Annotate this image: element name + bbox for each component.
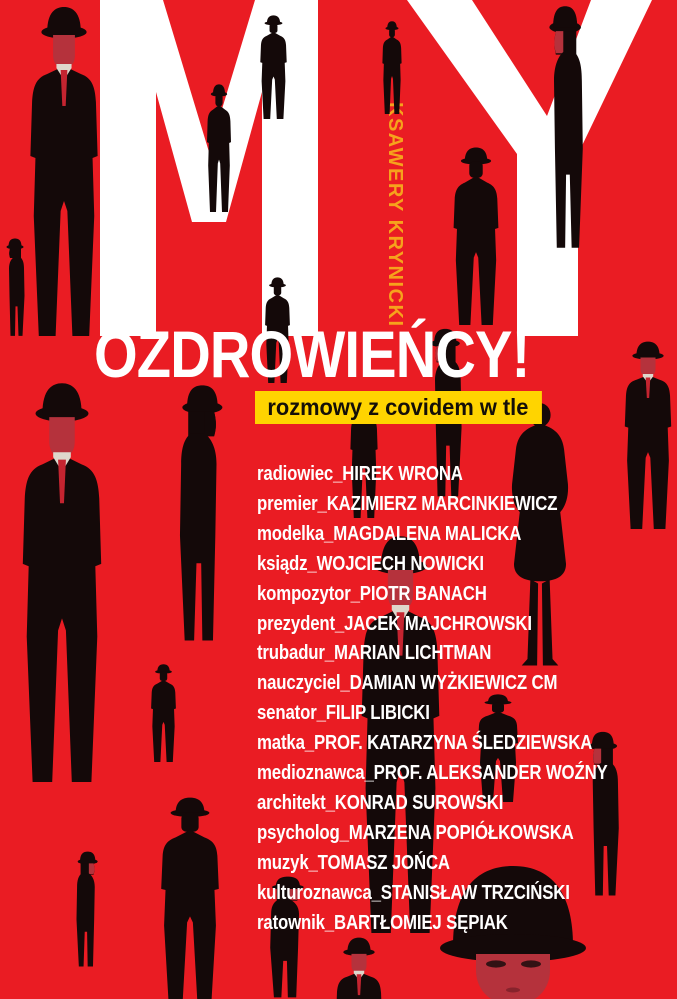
guest-list-item: prezydent_JACEK MAJCHROWSKI [257, 611, 532, 635]
guest-list-item: ratownik_BARTŁOMIEJ SĘPIAK [257, 910, 508, 934]
guest-list-item: radiowiec_HIREK WRONA [257, 462, 463, 485]
guest-list-item: psycholog_MARZENA POPIÓŁKOWSKA [257, 820, 574, 844]
guest-list-item: senator_FILIP LIBICKI [257, 701, 430, 725]
bowler-man-figure [151, 664, 176, 762]
tagline-banner: rozmowy z covidem w tle [255, 391, 542, 424]
guest-list-item: trubadur_MARIAN LICHTMAN [257, 641, 492, 665]
tagline-text: rozmowy z covidem w tle [267, 394, 529, 420]
guest-list-item: nauczyciel_DAMIAN WYŻKIEWICZ CM [257, 671, 558, 695]
bowler-man-figure [382, 21, 402, 114]
letter-y-shape [407, 0, 652, 336]
bowler-man-figure [179, 385, 223, 641]
bowler-man-figure [624, 341, 672, 529]
bowler-man-figure [207, 84, 231, 212]
author-name: KSAWERY KRYNICKI [384, 102, 406, 328]
guest-list-item: architekt_KONRAD SUROWSKI [257, 790, 504, 814]
bowler-man-figure [260, 15, 287, 119]
subtitle: OZDROWIEŃCY! [94, 317, 530, 391]
bowler-man-figure [6, 238, 25, 336]
guest-list-item: matka_PROF. KATARZYNA ŚLEDZIEWSKA [257, 731, 593, 755]
guest-list: radiowiec_HIREK WRONA premier_KAZIMIERZ … [257, 459, 608, 938]
bowler-man-figure [30, 7, 98, 336]
guest-list-item: premier_KAZIMIERZ MARCINKIEWICZ [257, 491, 558, 515]
guest-list-item: medioznawca_PROF. ALEKSANDER WOŹNY [257, 761, 608, 785]
bowler-man-figure [549, 6, 583, 248]
guest-list-item: kulturoznawca_STANISŁAW TRZCIŃSKI [257, 880, 570, 904]
guest-list-item: ksiądz_WOJCIECH NOWICKI [257, 551, 484, 575]
bowler-man-figure [335, 937, 383, 999]
bowler-man-figure [22, 383, 102, 782]
guest-list-item: modelka_MAGDALENA MALICKA [257, 521, 522, 545]
bowler-man-figure [161, 797, 219, 999]
bowler-man-figure [76, 851, 98, 967]
guest-list-item: muzyk_TOMASZ JOŃCA [257, 850, 450, 874]
guest-list-item: kompozytor_PIOTR BANACH [257, 581, 487, 605]
bowler-man-figure [453, 147, 499, 325]
